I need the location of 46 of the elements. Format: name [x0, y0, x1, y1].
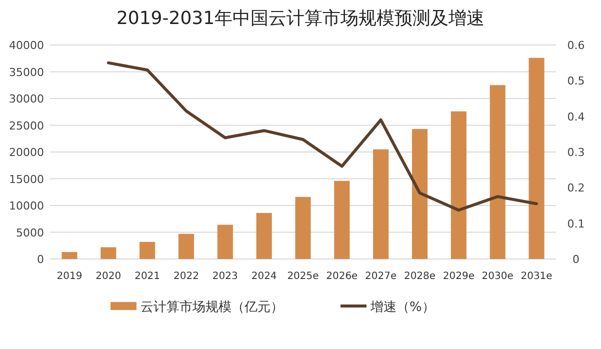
x-tick-label: 2027e	[365, 271, 397, 282]
line-series	[106, 61, 538, 212]
y-tick-label: 40000	[9, 39, 44, 52]
x-tick-label: 2019	[56, 271, 82, 282]
y2-tick-label: 0.4	[567, 110, 585, 124]
bar	[373, 149, 389, 259]
y-tick-label: 25000	[9, 119, 44, 132]
y-tick-label: 20000	[9, 146, 44, 159]
y-tick-label: 35000	[9, 66, 44, 79]
chart-title: 2019-2031年中国云计算市场规模预测及增速	[116, 8, 485, 29]
legend-label: 增速（%）	[370, 300, 435, 315]
x-tick-label: 2030e	[482, 271, 514, 282]
y2-tick-label: 0	[572, 253, 580, 266]
x-tick-label: 2025e	[287, 271, 319, 282]
bar	[528, 58, 544, 259]
bar	[140, 242, 156, 259]
x-tick-label: 2031e	[520, 271, 552, 282]
bar	[412, 128, 428, 259]
bar	[490, 85, 506, 259]
x-tick-label: 2022	[174, 271, 199, 282]
x-tick-label: 2026e	[326, 271, 358, 282]
y-tick-label: 5000	[16, 226, 44, 240]
bar	[450, 111, 466, 259]
x-tick-label: 2020	[96, 271, 122, 282]
y2-tick-label: 0.1	[567, 217, 585, 230]
y2-tick-label: 0.3	[567, 146, 585, 159]
x-tick-label: 2024	[251, 271, 277, 282]
y-tick-label: 0	[37, 253, 44, 266]
legend-label: 云计算市场规模（亿元）	[140, 300, 284, 315]
bar	[178, 234, 194, 259]
bar	[334, 180, 350, 259]
bar	[217, 224, 233, 259]
x-tick-label: 2029e	[442, 271, 474, 282]
bar	[295, 196, 311, 259]
x-tick-label: 2028e	[404, 271, 436, 282]
y2-tick-label: 0.2	[567, 182, 585, 195]
bar	[256, 212, 272, 259]
y-tick-label: 10000	[9, 200, 44, 212]
bar	[62, 252, 78, 259]
x-tick-label: 2023	[212, 271, 238, 282]
x-tick-label: 2021	[134, 271, 160, 282]
y2-tick-label: 0.6	[567, 39, 585, 52]
y2-tick-label: 0.5	[567, 74, 585, 88]
y-tick-label: 30000	[9, 92, 44, 106]
y-tick-label: 15000	[9, 172, 44, 186]
bar	[100, 247, 116, 259]
